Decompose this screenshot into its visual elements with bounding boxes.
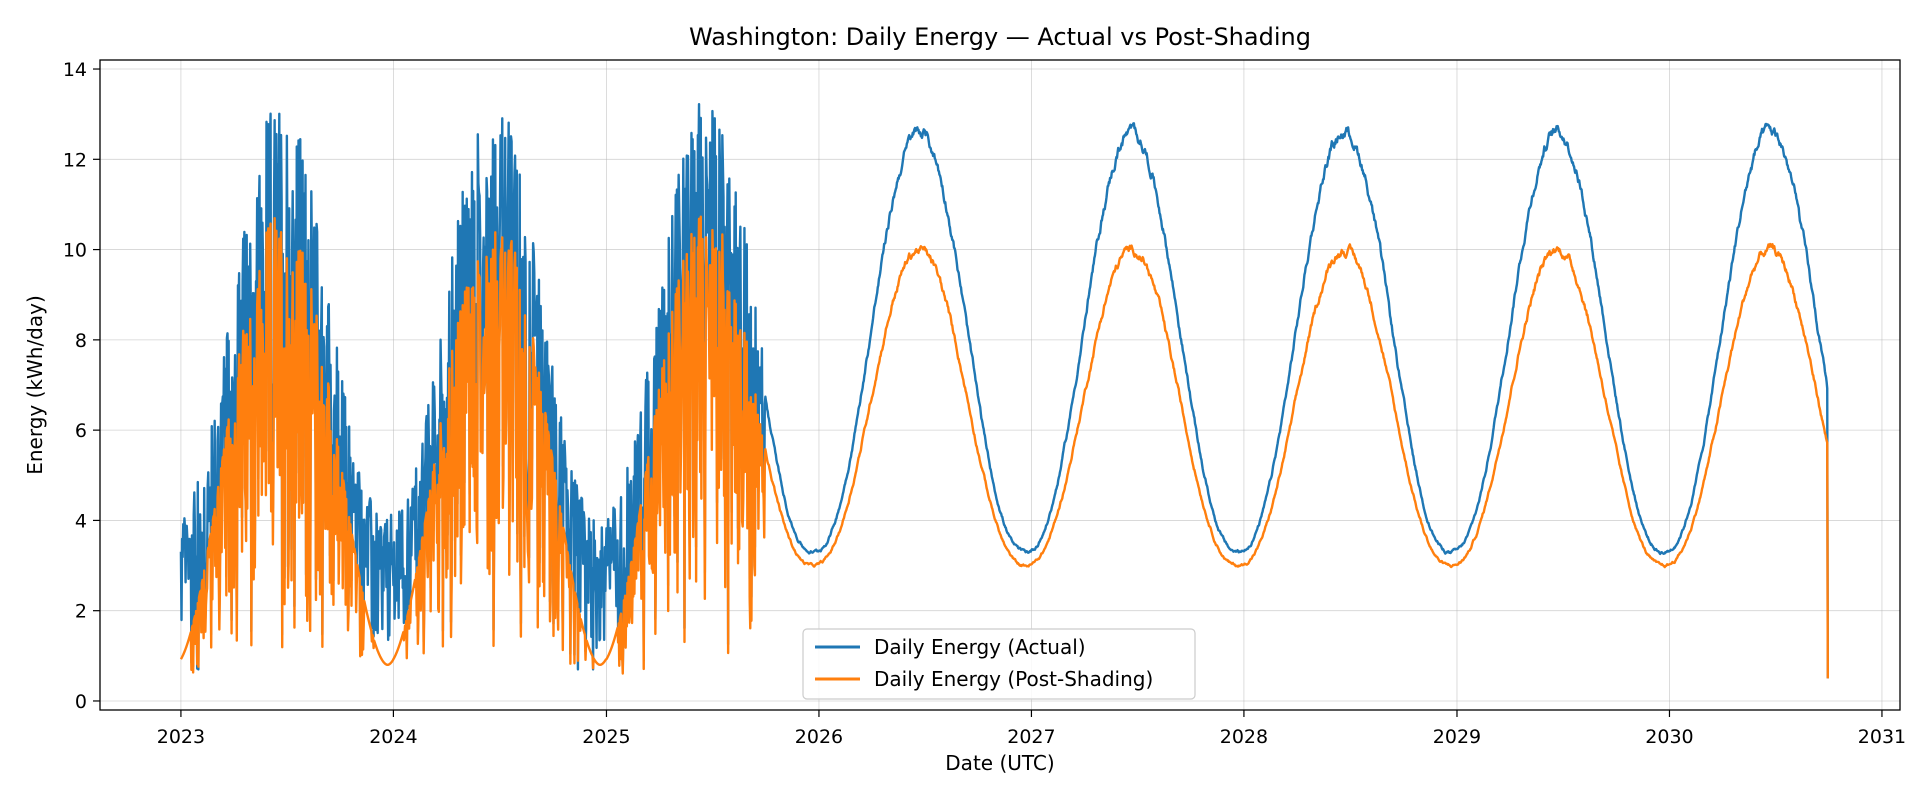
y-axis: 0 2 4 6 8 10 12 14 <box>63 59 100 713</box>
x-axis: 2023 2024 2025 2026 2027 2028 2029 2030 2031 <box>157 710 1906 748</box>
legend-box <box>802 628 1196 700</box>
series-line-actual <box>179 102 1830 679</box>
x-tick-label: 2025 <box>582 726 630 748</box>
x-tick-label: 2031 <box>1858 726 1906 748</box>
x-tick-label: 2027 <box>1007 726 1055 748</box>
y-tick-label: 10 <box>63 240 87 262</box>
y-tick-label: 12 <box>63 149 87 171</box>
legend: Daily Energy (Actual) Daily Energy (Post… <box>802 628 1196 700</box>
x-tick-label: 2028 <box>1220 726 1268 748</box>
y-tick-label: 2 <box>75 601 87 623</box>
x-tick-label: 2029 <box>1433 726 1481 748</box>
x-tick-label: 2026 <box>795 726 843 748</box>
x-tick-label: 2030 <box>1645 726 1693 748</box>
legend-label-post-shading: Daily Energy (Post-Shading) <box>874 667 1153 691</box>
x-tick-label: 2024 <box>369 726 417 748</box>
y-tick-label: 14 <box>63 59 87 81</box>
legend-label-actual: Daily Energy (Actual) <box>874 635 1086 659</box>
x-axis-label: Date (UTC) <box>945 751 1054 775</box>
x-tick-label: 2023 <box>157 726 205 748</box>
y-tick-label: 0 <box>75 691 87 713</box>
y-tick-label: 6 <box>75 420 87 442</box>
series-layer <box>179 102 1830 679</box>
y-tick-label: 8 <box>75 330 87 352</box>
y-axis-label: Energy (kWh/day) <box>23 295 47 475</box>
plot-frame <box>99 59 1901 711</box>
grid-lines <box>100 60 1900 710</box>
series-line-post-shading <box>179 215 1830 679</box>
chart-title: Washington: Daily Energy — Actual vs Pos… <box>689 23 1311 51</box>
y-tick-label: 4 <box>75 510 87 532</box>
